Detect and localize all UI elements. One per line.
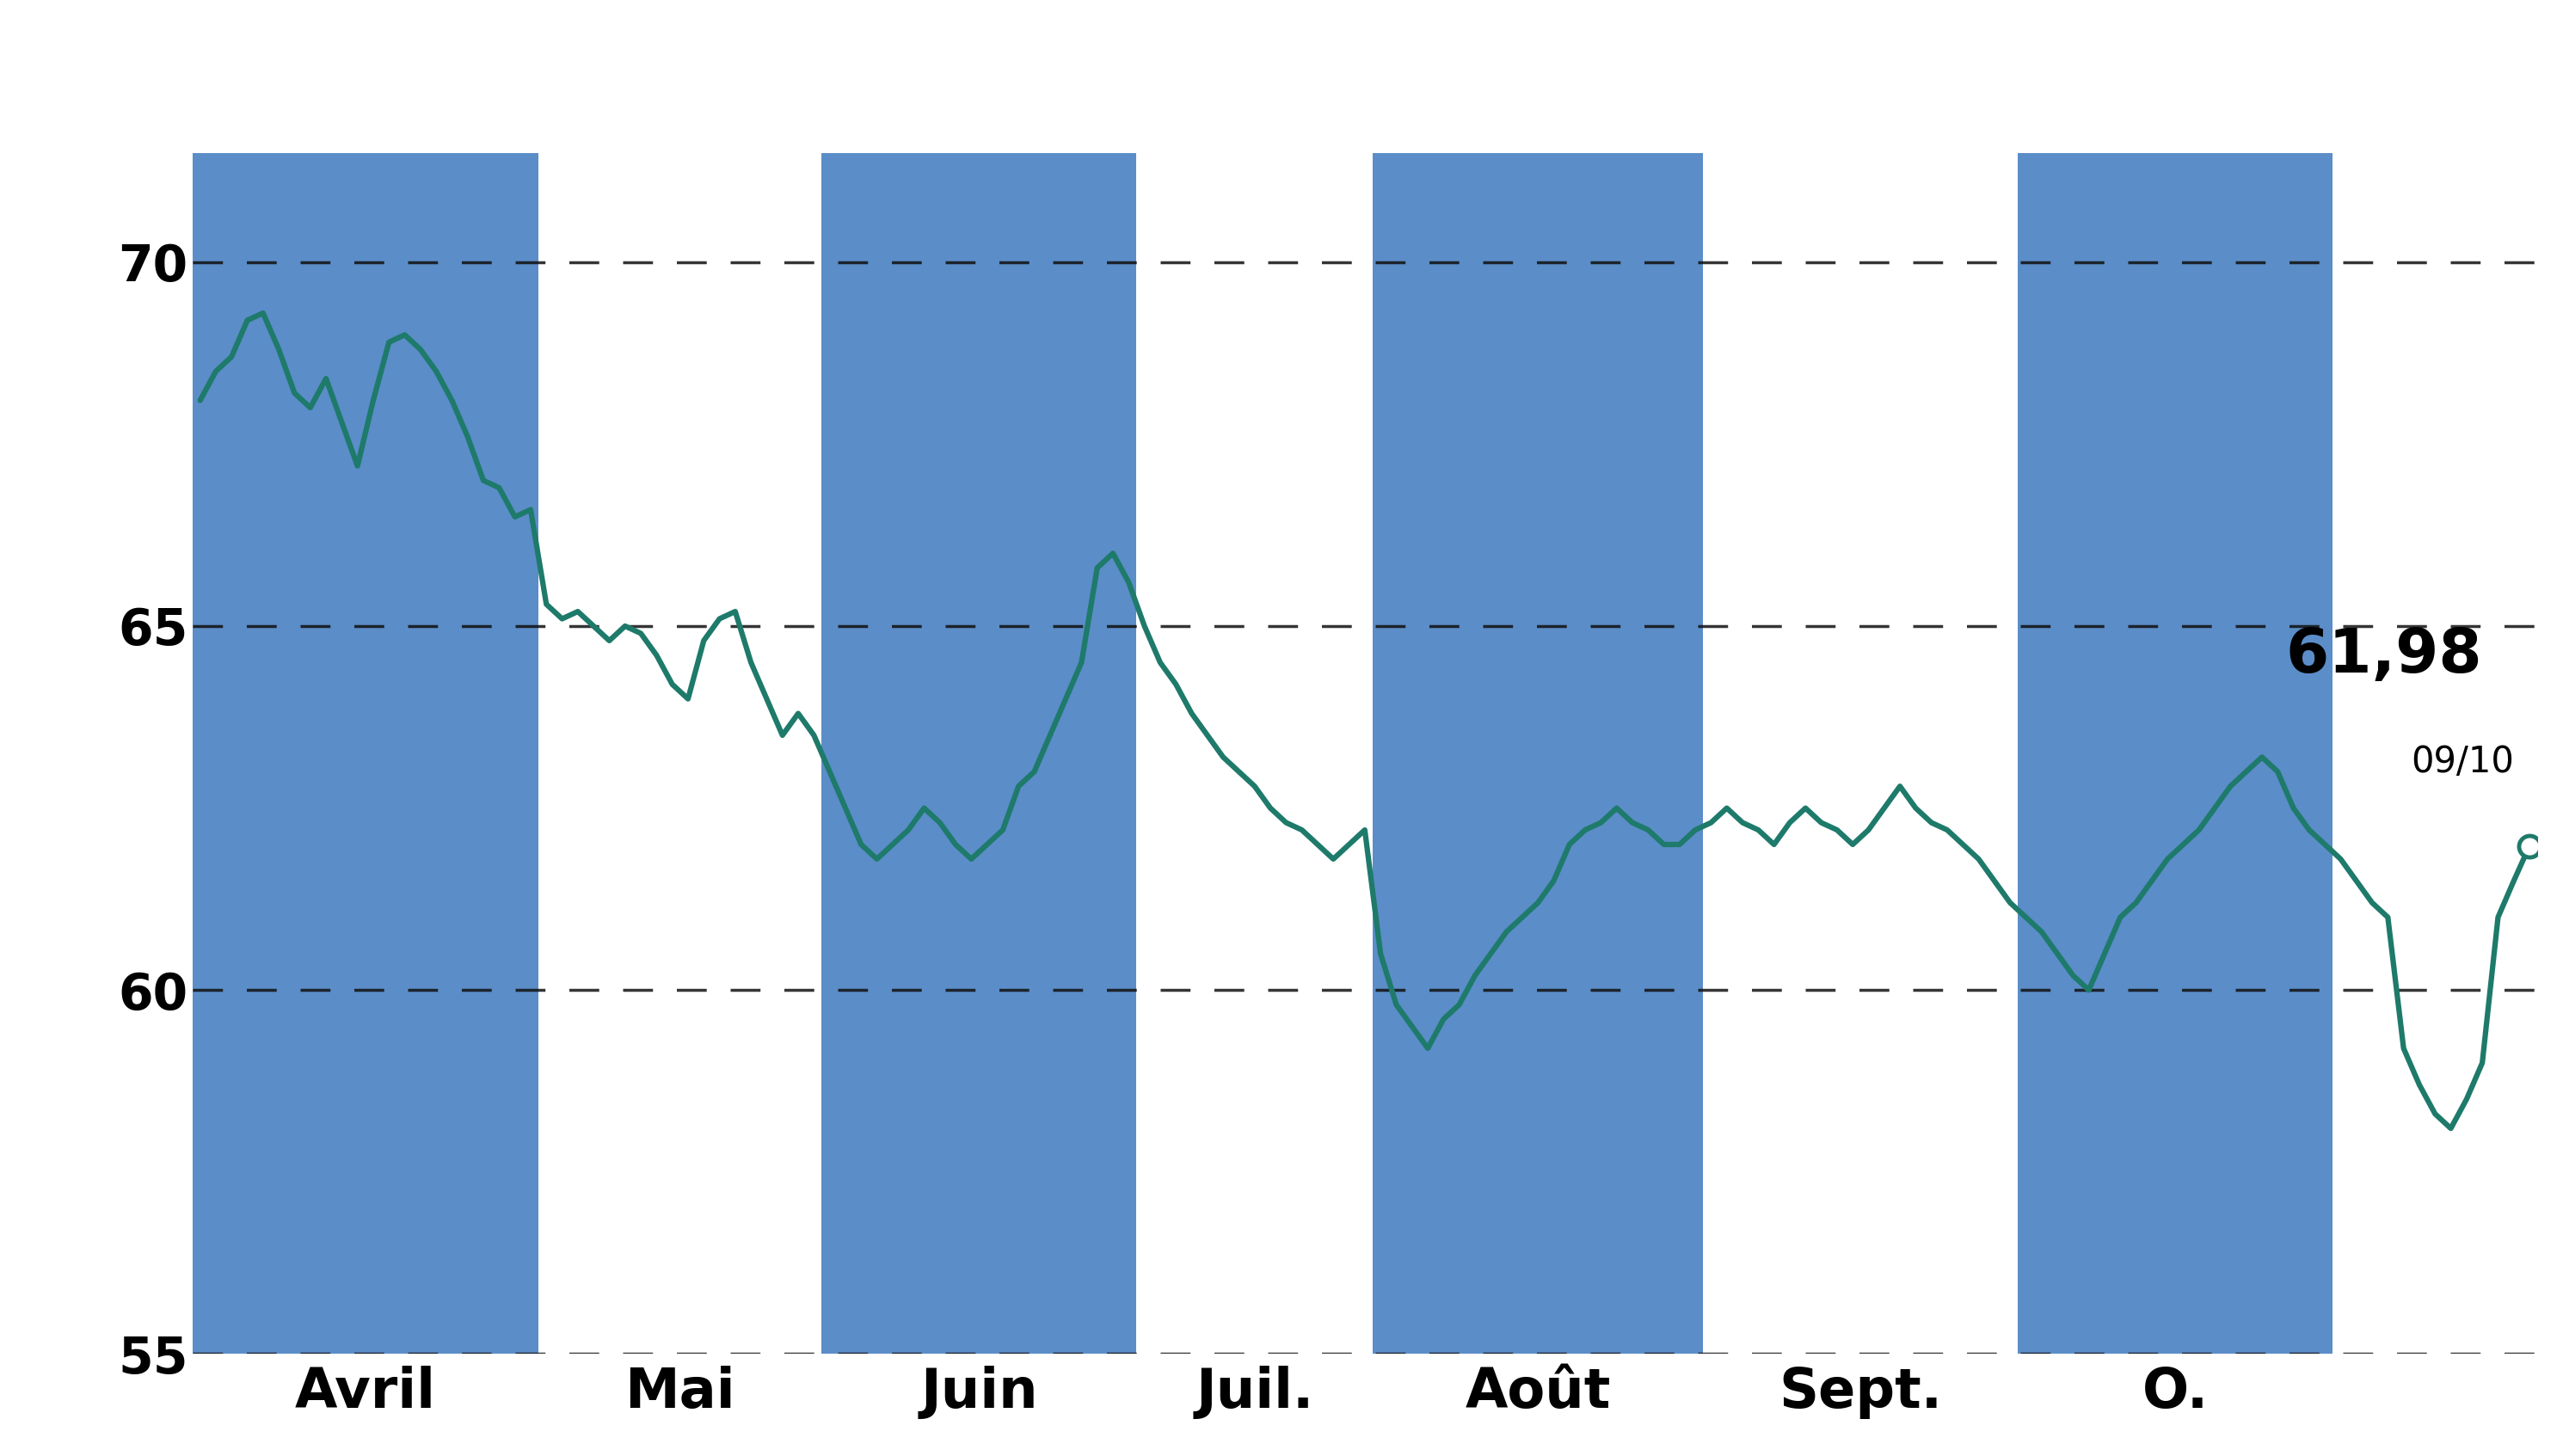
Text: 09/10: 09/10 [2412, 744, 2514, 780]
Bar [1374, 153, 1704, 1354]
Text: 61,98: 61,98 [2286, 626, 2484, 686]
Text: TOTALENERGIES: TOTALENERGIES [846, 23, 1717, 115]
Bar [192, 153, 538, 1354]
Bar [823, 153, 1135, 1354]
Bar [2017, 153, 2332, 1354]
